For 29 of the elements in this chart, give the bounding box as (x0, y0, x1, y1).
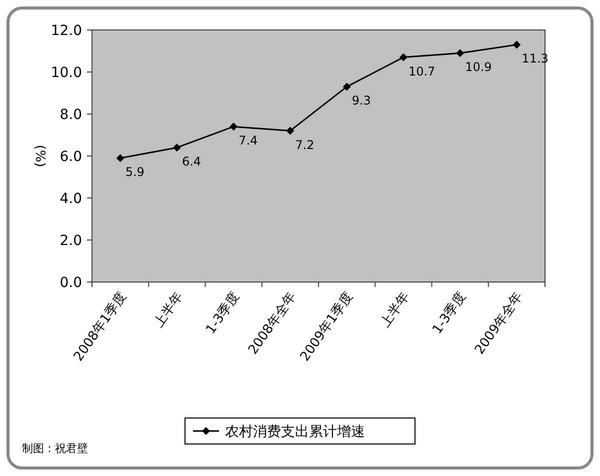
point (342, 82, 351, 91)
x-tick-label: 上半年 (378, 290, 413, 330)
y-axis-title: (%) (32, 144, 47, 168)
y-tick-label: 4.0 (60, 191, 82, 207)
text: 制图：祝君壁 (22, 442, 88, 455)
y-tick-label: 2.0 (60, 233, 82, 249)
point (512, 40, 521, 49)
data-label: 6.4 (182, 154, 202, 169)
data-label: 5.9 (125, 165, 144, 180)
data-label: 7.4 (238, 134, 258, 148)
point (456, 49, 464, 58)
data-label: 10.7 (408, 64, 436, 78)
x-tick-label: 1-3季度 (429, 289, 470, 337)
legend-label: 农村消费支出累计增速 (225, 424, 365, 440)
x-tick-label: 上半年 (152, 290, 186, 330)
data-label: 9.3 (352, 94, 371, 108)
data-label: 7.2 (295, 138, 314, 152)
y-tick-label: 8.0 (60, 107, 82, 123)
point (172, 144, 181, 152)
point (116, 154, 124, 162)
point (286, 126, 294, 135)
y-tick-label: 10.0 (50, 65, 82, 81)
data-label: 10.9 (465, 60, 492, 74)
point (230, 122, 238, 131)
y-tick-label: 0.0 (60, 275, 82, 291)
y-tick-label: 12.0 (50, 23, 82, 39)
y-tick-label: 6.0 (60, 149, 82, 165)
point (399, 53, 408, 62)
x-tick-label: 1-3季度 (202, 289, 243, 337)
